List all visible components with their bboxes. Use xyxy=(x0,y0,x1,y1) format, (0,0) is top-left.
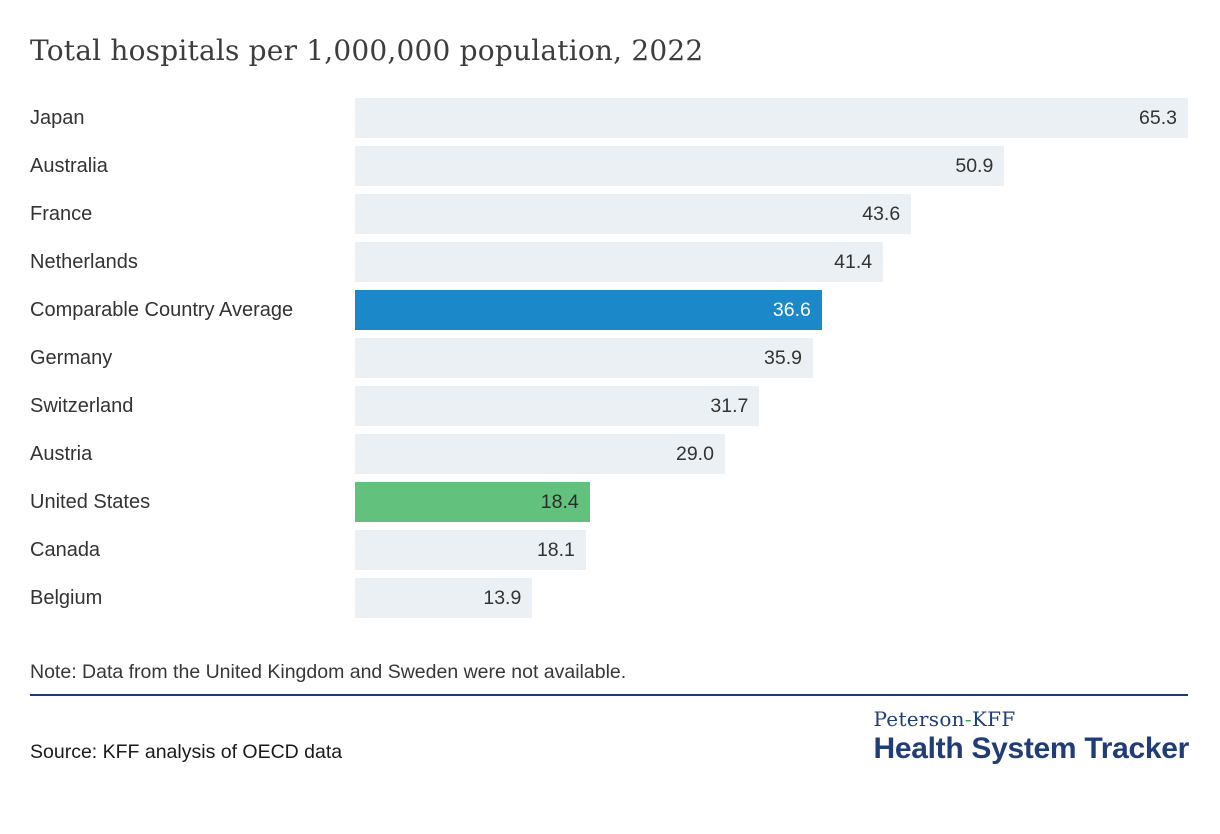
value-label: 35.9 xyxy=(764,346,802,369)
category-label: Germany xyxy=(30,346,113,369)
bar: 18.4 xyxy=(355,482,590,522)
logo-peterson-text: Peterson xyxy=(873,707,965,731)
chart-note: Note: Data from the United Kingdom and S… xyxy=(30,661,627,683)
category-label: Canada xyxy=(30,538,101,561)
bar-track: 65.3 xyxy=(355,98,1188,138)
bar: 36.6 xyxy=(355,290,822,330)
logo-health-system-tracker: Health System Tracker xyxy=(873,732,1189,765)
bar: 35.9 xyxy=(355,338,813,378)
bar-track: 29.0 xyxy=(355,434,1188,474)
bar: 13.9 xyxy=(355,578,533,618)
value-label: 50.9 xyxy=(955,154,994,177)
chart-row: Belgium 13.9 xyxy=(30,578,1188,618)
chart-row: France 43.6 xyxy=(30,194,1188,234)
category-label: Switzerland xyxy=(30,394,134,417)
chart-row: Australia 50.9 xyxy=(30,146,1188,186)
chart-row: Netherlands 41.4 xyxy=(30,242,1188,282)
source-text: Source: KFF analysis of OECD data xyxy=(30,741,343,763)
bar-track: 35.9 xyxy=(355,338,1188,378)
bar-track: 31.7 xyxy=(355,386,1188,426)
chart-row: Japan 65.3 xyxy=(30,98,1188,138)
value-label: 65.3 xyxy=(1139,106,1177,129)
bar: 29.0 xyxy=(355,434,725,474)
bar: 65.3 xyxy=(355,98,1188,138)
bar: 41.4 xyxy=(355,242,884,282)
value-label: 43.6 xyxy=(862,202,901,225)
chart-title: Total hospitals per 1,000,000 population… xyxy=(30,34,704,67)
chart-row: Canada 18.1 xyxy=(30,530,1188,570)
logo-peterson-kff: Peterson-KFF xyxy=(873,707,1189,731)
category-label: Austria xyxy=(30,442,93,465)
value-label: 18.1 xyxy=(536,538,575,561)
chart-row: United States 18.4 xyxy=(30,482,1188,522)
category-label: Netherlands xyxy=(30,250,138,273)
bar-track: 50.9 xyxy=(355,146,1188,186)
bar: 18.1 xyxy=(355,530,586,570)
bar-track: 13.9 xyxy=(355,578,1188,618)
value-label: 41.4 xyxy=(834,250,873,273)
chart-row: Comparable Country Average 36.6 xyxy=(30,290,1188,330)
category-label: United States xyxy=(30,490,151,513)
category-label: Belgium xyxy=(30,586,103,609)
value-label: 36.6 xyxy=(772,298,811,321)
value-label: 18.4 xyxy=(540,490,579,513)
value-label: 29.0 xyxy=(675,442,714,465)
bar-track: 43.6 xyxy=(355,194,1188,234)
bar-track: 36.6 xyxy=(355,290,1188,330)
brand-logo: Peterson-KFF Health System Tracker xyxy=(873,707,1189,766)
chart-row: Switzerland 31.7 xyxy=(30,386,1188,426)
logo-hyphen: - xyxy=(964,707,972,731)
logo-kff-text: KFF xyxy=(971,707,1016,731)
bar: 50.9 xyxy=(355,146,1005,186)
bar: 43.6 xyxy=(355,194,912,234)
category-label: Japan xyxy=(30,106,85,129)
bar-track: 18.1 xyxy=(355,530,1188,570)
bar-chart: Japan 65.3 Australia 50.9 France 43.6 Netherla… xyxy=(30,98,1188,626)
category-label: Comparable Country Average xyxy=(30,298,294,321)
chart-row: Austria 29.0 xyxy=(30,434,1188,474)
value-label: 31.7 xyxy=(710,394,749,417)
category-label: Australia xyxy=(30,154,108,177)
bar: 31.7 xyxy=(355,386,760,426)
category-label: France xyxy=(30,202,93,225)
bar-track: 41.4 xyxy=(355,242,1188,282)
bar-track: 18.4 xyxy=(355,482,1188,522)
value-label: 13.9 xyxy=(483,586,522,609)
chart-row: Germany 35.9 xyxy=(30,338,1188,378)
footer-divider xyxy=(30,694,1188,696)
